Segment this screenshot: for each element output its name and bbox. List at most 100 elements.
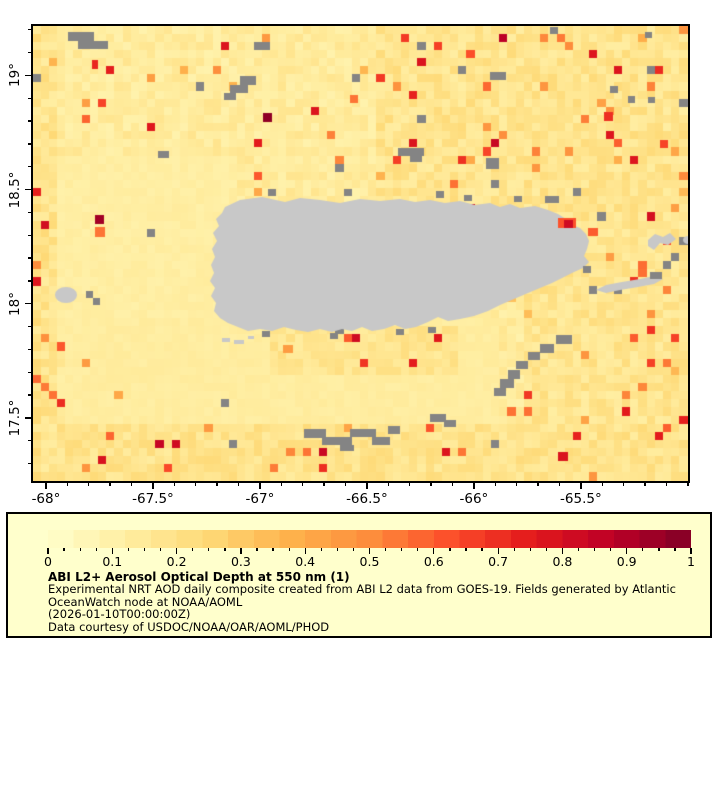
x-axis-minor-tick — [88, 483, 90, 487]
x-axis-tick-label: -67.5° — [132, 491, 174, 507]
colorbar-minor-tick — [658, 548, 660, 552]
colorbar-minor-tick — [674, 548, 676, 552]
colorbar-minor-tick — [288, 548, 290, 552]
x-axis-minor-tick — [558, 483, 561, 487]
x-axis-minor-tick — [216, 483, 218, 487]
legend-description-line-2: OceanWatch node at NOAA/AOML — [48, 594, 243, 609]
colorbar-minor-tick — [208, 548, 210, 552]
x-axis-tick-label: -68° — [31, 491, 61, 507]
colorbar-tick-label: 0.6 — [423, 554, 444, 569]
x-axis-minor-tick — [323, 483, 325, 487]
x-axis-tick-label: -66° — [459, 491, 489, 507]
y-axis-major-tick — [25, 188, 31, 191]
x-axis-minor-tick — [109, 483, 111, 487]
colorbar-major-tick — [368, 548, 371, 554]
x-axis-minor-tick — [430, 483, 432, 487]
colorbar-minor-tick — [417, 548, 419, 552]
x-axis-minor-tick — [622, 483, 625, 487]
colorbar-minor-tick — [593, 548, 596, 552]
y-axis-minor-tick — [27, 462, 31, 465]
y-axis-tick-label: 18° — [7, 291, 23, 316]
colorbar-minor-tick — [79, 548, 81, 552]
colorbar-major-tick — [111, 548, 113, 554]
y-axis-tick-label: 19° — [7, 63, 23, 88]
x-axis-minor-tick — [515, 483, 518, 487]
colorbar-minor-tick — [449, 548, 451, 552]
x-axis-minor-tick — [173, 483, 176, 487]
x-axis-major-tick — [580, 483, 582, 489]
x-axis-major-tick — [259, 483, 261, 489]
aod-raster-canvas — [33, 26, 688, 481]
colorbar-tick-label: 0.1 — [102, 554, 123, 569]
colorbar-minor-tick — [401, 548, 403, 552]
colorbar-minor-tick — [352, 548, 355, 552]
colorbar-tick-label: 0.8 — [552, 554, 573, 569]
x-axis-tick-label: -65.5° — [560, 491, 602, 507]
colorbar-minor-tick — [127, 548, 130, 552]
legend-title: ABI L2+ Aerosol Optical Depth at 550 nm … — [48, 570, 350, 584]
y-axis-minor-tick — [27, 166, 31, 168]
colorbar-gradient — [48, 530, 691, 548]
x-axis-minor-tick — [537, 483, 539, 487]
colorbar-tick-label: 0.3 — [230, 554, 251, 569]
y-axis-minor-tick — [27, 120, 31, 122]
colorbar-minor-tick — [63, 548, 65, 552]
y-axis-minor-tick — [27, 211, 31, 214]
colorbar-minor-tick — [159, 548, 162, 552]
colorbar-minor-tick — [545, 548, 548, 552]
colorbar-minor-tick — [513, 548, 515, 552]
colorbar-minor-tick — [336, 548, 339, 552]
colorbar-tick-label: 0.5 — [359, 554, 380, 569]
colorbar-minor-tick — [95, 548, 97, 552]
colorbar-tick-label: 1 — [687, 554, 695, 569]
colorbar-minor-tick — [272, 548, 274, 552]
colorbar-major-tick — [433, 548, 435, 554]
colorbar-minor-tick — [256, 548, 258, 552]
colorbar-major-tick — [561, 548, 564, 554]
colorbar-tick-label: 0 — [44, 554, 52, 569]
x-axis-major-tick — [45, 483, 47, 489]
y-axis-major-tick — [25, 303, 31, 305]
colorbar-minor-tick — [610, 548, 612, 552]
colorbar-tick-label: 0.4 — [295, 554, 316, 569]
colorbar-tick-label: 0.7 — [488, 554, 509, 569]
y-axis-tick-label: 18.5° — [7, 171, 23, 208]
map-plot-area — [31, 24, 690, 483]
colorbar-minor-tick — [143, 548, 146, 552]
colorbar-minor-tick — [465, 548, 467, 552]
x-axis-minor-tick — [280, 483, 283, 487]
colorbar-major-tick — [304, 548, 306, 554]
x-axis-major-tick — [473, 483, 475, 489]
y-axis-minor-tick — [27, 280, 31, 282]
legend-timestamp: (2026-01-10T00:00:00Z) — [48, 607, 191, 622]
y-axis-minor-tick — [27, 394, 31, 396]
colorbar-major-tick — [690, 548, 692, 554]
legend-text-block: ABI L2+ Aerosol Optical Depth at 550 nm … — [48, 571, 676, 633]
x-axis-minor-tick — [237, 483, 240, 487]
x-axis-minor-tick — [494, 483, 496, 487]
x-axis-minor-tick — [601, 483, 603, 487]
colorbar-major-tick — [626, 548, 628, 554]
y-axis-minor-tick — [27, 51, 31, 54]
y-axis-minor-tick — [27, 143, 31, 145]
y-axis-tick-label: 17.5° — [7, 399, 23, 437]
legend-panel: 0 0.1 0.2 0.3 0.4 0.5 0.6 0.7 0.8 0.9 1 ABI L2+ Ae… — [6, 512, 712, 638]
x-axis-minor-tick — [644, 483, 646, 487]
x-axis-minor-tick — [409, 483, 411, 487]
colorbar-minor-tick — [384, 548, 387, 552]
x-axis-minor-tick — [195, 483, 197, 487]
x-axis-minor-tick — [302, 483, 304, 487]
x-axis-major-tick — [366, 483, 368, 489]
colorbar-minor-tick — [224, 548, 226, 552]
colorbar-minor-tick — [642, 548, 644, 552]
x-axis-minor-tick — [130, 483, 133, 487]
colorbar-minor-tick — [481, 548, 483, 552]
legend-courtesy: Data courtesy of USDOC/NOAA/OAR/AOML/PHO… — [48, 619, 330, 634]
x-axis-minor-tick — [451, 483, 454, 487]
colorbar-major-tick — [176, 548, 178, 554]
x-axis-minor-tick — [344, 483, 347, 487]
y-axis-minor-tick — [27, 29, 31, 31]
y-axis-minor-tick — [27, 348, 31, 351]
legend-description-line-1: Experimental NRT AOD daily composite cre… — [48, 582, 676, 597]
x-axis-tick-label: -66.5° — [346, 491, 388, 507]
